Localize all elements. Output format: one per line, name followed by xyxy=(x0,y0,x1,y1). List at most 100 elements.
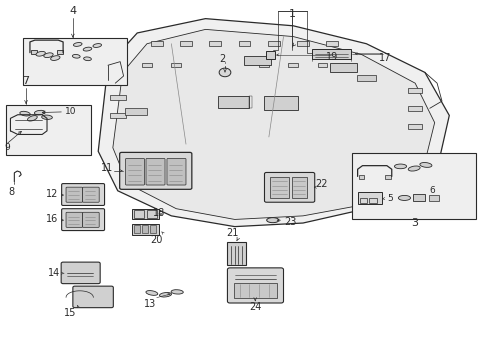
Ellipse shape xyxy=(159,292,171,297)
Bar xyxy=(142,225,148,233)
Text: 6: 6 xyxy=(429,185,435,194)
Bar xyxy=(384,175,390,179)
Text: 13: 13 xyxy=(143,299,156,309)
Text: 11: 11 xyxy=(101,163,113,173)
FancyBboxPatch shape xyxy=(61,262,100,284)
Text: 14: 14 xyxy=(48,267,60,278)
Text: 4: 4 xyxy=(69,6,76,16)
Bar xyxy=(180,41,191,45)
Text: 15: 15 xyxy=(64,309,76,318)
Circle shape xyxy=(219,68,230,77)
Text: 7: 7 xyxy=(22,76,30,86)
Ellipse shape xyxy=(73,42,82,46)
Bar xyxy=(125,108,147,116)
Bar xyxy=(297,41,308,45)
Bar xyxy=(311,49,350,59)
Bar xyxy=(407,106,422,111)
Bar xyxy=(142,63,152,67)
Ellipse shape xyxy=(44,53,53,58)
Text: 18: 18 xyxy=(153,208,165,218)
FancyBboxPatch shape xyxy=(227,268,283,303)
Text: 17: 17 xyxy=(378,53,390,63)
Bar xyxy=(238,41,250,45)
Text: 22: 22 xyxy=(315,179,327,189)
Text: 16: 16 xyxy=(46,215,58,224)
Ellipse shape xyxy=(20,111,30,116)
Bar xyxy=(31,50,37,54)
Bar xyxy=(150,225,156,233)
FancyBboxPatch shape xyxy=(82,187,99,202)
Bar xyxy=(359,198,366,203)
Bar xyxy=(329,63,356,72)
FancyBboxPatch shape xyxy=(264,172,314,202)
FancyBboxPatch shape xyxy=(66,212,82,227)
Bar xyxy=(57,50,62,54)
FancyBboxPatch shape xyxy=(61,209,104,230)
Text: 10: 10 xyxy=(65,107,77,116)
Bar xyxy=(259,63,268,67)
Bar xyxy=(147,210,157,218)
Bar xyxy=(264,96,298,110)
Ellipse shape xyxy=(72,54,80,58)
FancyBboxPatch shape xyxy=(82,212,99,227)
Ellipse shape xyxy=(93,44,102,48)
Bar xyxy=(326,41,337,45)
Bar xyxy=(358,175,364,179)
Ellipse shape xyxy=(419,162,431,167)
Bar xyxy=(288,63,298,67)
Bar xyxy=(267,41,279,45)
Ellipse shape xyxy=(398,195,410,201)
Bar xyxy=(351,153,475,220)
Ellipse shape xyxy=(394,164,406,169)
FancyBboxPatch shape xyxy=(61,184,104,206)
Bar xyxy=(368,198,376,203)
Ellipse shape xyxy=(36,51,45,56)
Bar xyxy=(134,210,144,218)
Ellipse shape xyxy=(407,166,419,171)
Text: 24: 24 xyxy=(248,302,261,312)
Text: 1: 1 xyxy=(288,9,295,19)
Bar xyxy=(291,177,307,198)
Ellipse shape xyxy=(83,57,91,60)
Bar xyxy=(407,124,422,129)
Bar xyxy=(171,63,181,67)
Bar xyxy=(22,39,127,85)
Bar xyxy=(132,209,159,220)
FancyBboxPatch shape xyxy=(166,158,185,185)
Bar xyxy=(5,105,91,155)
Bar xyxy=(134,225,140,233)
Text: 19: 19 xyxy=(325,51,338,62)
Bar xyxy=(357,192,381,204)
Bar xyxy=(356,75,375,81)
Bar xyxy=(217,96,249,108)
Ellipse shape xyxy=(34,111,45,115)
Bar xyxy=(266,51,275,59)
Text: 3: 3 xyxy=(410,219,417,228)
Text: 12: 12 xyxy=(46,189,58,199)
Bar xyxy=(151,41,162,45)
Text: 9: 9 xyxy=(4,143,10,152)
Polygon shape xyxy=(113,30,434,220)
Bar xyxy=(428,195,438,201)
Ellipse shape xyxy=(51,56,60,60)
Ellipse shape xyxy=(145,291,158,295)
Polygon shape xyxy=(98,19,448,226)
Text: 2: 2 xyxy=(219,54,225,64)
Ellipse shape xyxy=(83,47,92,51)
Bar xyxy=(227,242,245,265)
Bar xyxy=(233,283,276,298)
Bar xyxy=(317,63,327,67)
Ellipse shape xyxy=(41,115,52,120)
Text: 5: 5 xyxy=(386,194,392,203)
Bar xyxy=(244,56,271,65)
Bar xyxy=(209,41,221,45)
FancyBboxPatch shape xyxy=(146,158,164,185)
Text: 20: 20 xyxy=(150,235,162,245)
Text: 21: 21 xyxy=(226,228,238,238)
Text: 8: 8 xyxy=(8,187,15,197)
Ellipse shape xyxy=(171,290,183,294)
Bar xyxy=(110,113,126,118)
Text: 23: 23 xyxy=(284,217,296,226)
Bar xyxy=(249,96,251,108)
FancyBboxPatch shape xyxy=(120,152,191,189)
